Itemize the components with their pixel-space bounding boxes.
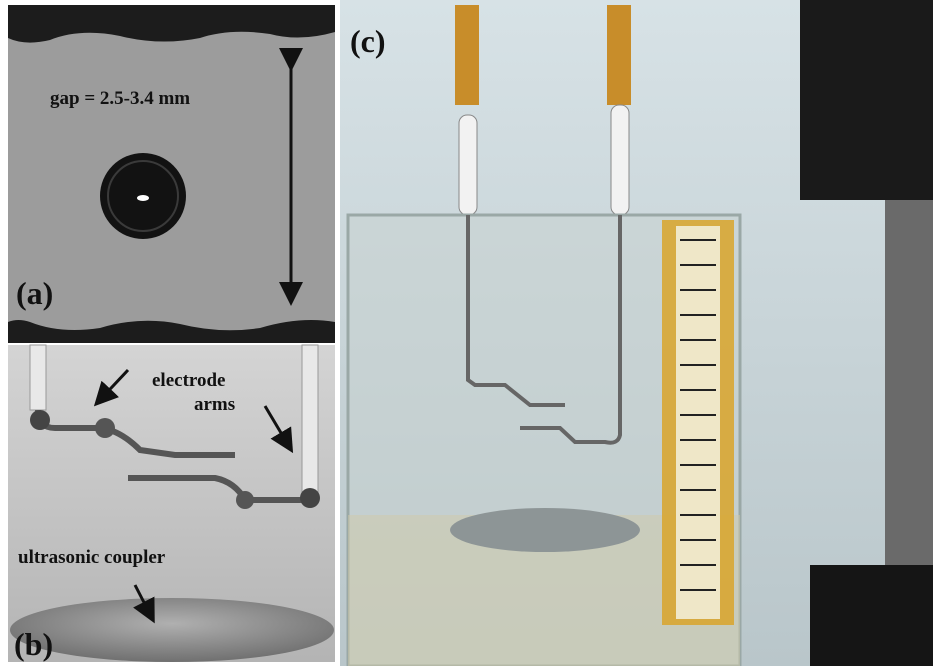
stage-screw xyxy=(885,200,933,580)
electrode-rod xyxy=(611,105,629,215)
ultrasonic-coupler xyxy=(450,508,640,552)
ultrasonic-coupler xyxy=(10,598,334,662)
stage-base xyxy=(810,565,933,666)
panel-label: (b) xyxy=(14,626,53,662)
gap-annotation: gap = 2.5-3.4 mm xyxy=(50,88,190,109)
figure: gap = 2.5-3.4 mm (a) electrode arms ultr… xyxy=(0,0,933,666)
top-electrode xyxy=(8,5,335,43)
panel-c: (c) xyxy=(340,0,933,666)
joint xyxy=(236,491,254,509)
droplet-highlight xyxy=(137,195,149,201)
stage xyxy=(800,0,933,200)
annotation: electrode xyxy=(152,370,226,391)
ruler xyxy=(676,226,720,619)
electrode-rod xyxy=(459,115,477,215)
wire-holder xyxy=(455,5,479,105)
annotation: ultrasonic coupler xyxy=(18,547,166,568)
panel-label: (c) xyxy=(350,23,386,59)
joint xyxy=(300,488,320,508)
annotation: arms xyxy=(194,394,235,415)
wire-holder xyxy=(607,5,631,105)
panel-b: electrode arms ultrasonic coupler (b) xyxy=(8,345,335,662)
joint xyxy=(30,410,50,430)
joint xyxy=(95,418,115,438)
electrode-rod xyxy=(302,345,318,495)
electrode-rod xyxy=(30,345,46,410)
panel-label: (a) xyxy=(16,275,53,311)
panel-a: gap = 2.5-3.4 mm (a) xyxy=(8,5,335,343)
